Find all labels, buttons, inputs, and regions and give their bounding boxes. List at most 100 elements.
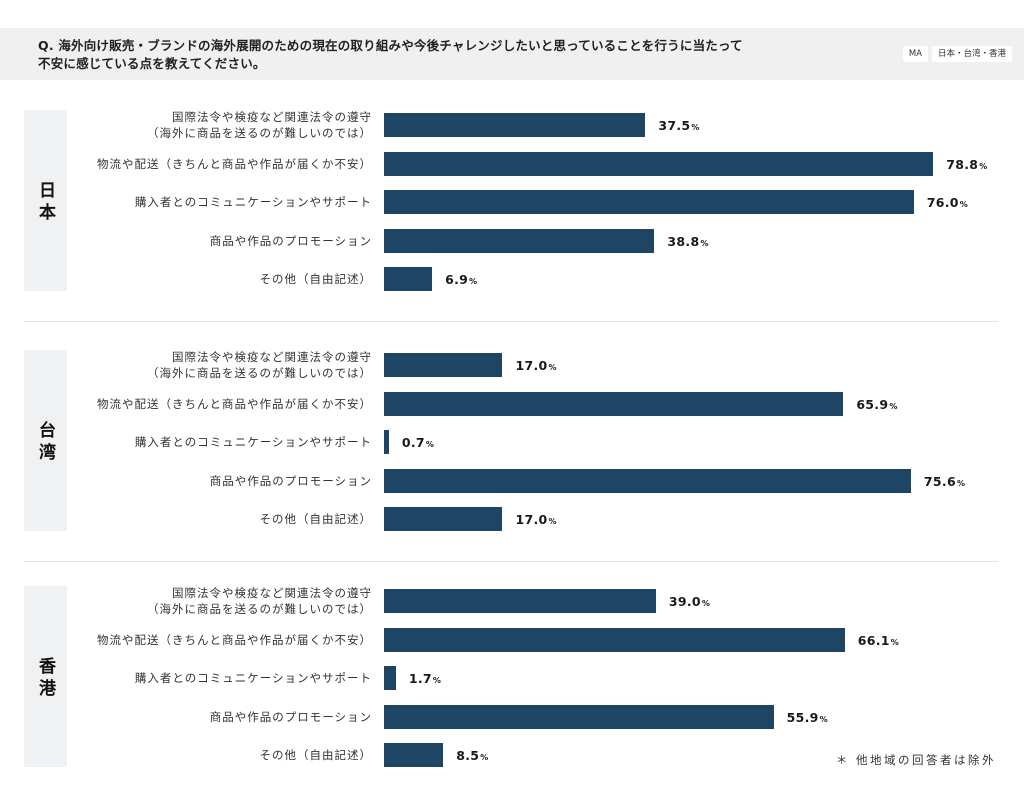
section-divider [24, 561, 998, 562]
data-label-value: 37.5 [658, 118, 691, 133]
footnote: ＊ 他地域の回答者は除外 [835, 753, 996, 767]
category-label-box: 商品や作品のプロモーション [74, 461, 372, 501]
data-label-value: 65.9 [856, 396, 889, 412]
category-label: 商品や作品のプロモーション [209, 233, 372, 248]
category-label-box: 国際法令や検疫など関連法令の遵守 （海外に商品を送るのが難しいのでは） [74, 105, 372, 145]
percent-sign: % [548, 363, 557, 372]
category-label: 物流や配送（きちんと商品や作品が届くか不安） [97, 156, 372, 171]
bar [384, 353, 503, 377]
category-label: 国際法令や検疫など関連法令の遵守 （海外に商品を送るのが難しいのでは） [147, 110, 372, 140]
data-label-value: 17.0 [515, 512, 548, 527]
bar [384, 507, 503, 531]
bar [384, 267, 433, 291]
regions-badge: 日本・台湾・香港 [931, 46, 1012, 62]
data-label: 55.9% [787, 707, 828, 727]
bar [384, 589, 656, 613]
bar [384, 113, 646, 137]
data-label-value: 0.7 [401, 435, 425, 450]
bar [384, 743, 444, 767]
category-label-box: 国際法令や検疫など関連法令の遵守 （海外に商品を送るのが難しいのでは） [74, 345, 372, 385]
percent-sign: % [890, 637, 899, 647]
data-label: 76.0% [927, 192, 968, 212]
data-label: 38.8% [667, 231, 708, 251]
percent-sign: % [819, 714, 828, 724]
percent-sign: % [959, 200, 968, 209]
category-label: 物流や配送（きちんと商品や作品が届くか不安） [97, 396, 372, 411]
category-label: 物流や配送（きちんと商品や作品が届くか不安） [97, 632, 372, 647]
data-label-value: 66.1 [857, 632, 890, 648]
category-label: その他（自由記述） [259, 272, 372, 286]
category-label: 購入者とのコミュニケーションやサポート [134, 195, 372, 209]
data-label-value: 76.0 [926, 195, 959, 210]
data-label: 6.9% [445, 269, 477, 289]
data-label: 17.0% [515, 509, 556, 529]
category-label-box: 国際法令や検疫など関連法令の遵守 （海外に商品を送るのが難しいのでは） [74, 581, 372, 621]
percent-sign: % [979, 161, 988, 171]
category-label-box: その他（自由記述） [74, 499, 372, 539]
data-label-value: 55.9 [786, 709, 819, 725]
data-label-value: 38.8 [667, 233, 700, 249]
bar [384, 430, 389, 454]
category-label: 購入者とのコミュニケーションやサポート [134, 671, 372, 685]
percent-sign: % [701, 599, 710, 608]
category-label-box: 商品や作品のプロモーション [74, 697, 372, 737]
category-label: 国際法令や検疫など関連法令の遵守 （海外に商品を送るのが難しいのでは） [147, 350, 372, 380]
category-label: その他（自由記述） [259, 512, 372, 526]
percent-sign: % [691, 123, 700, 132]
category-label-box: 購入者とのコミュニケーションやサポート [74, 658, 372, 698]
data-label: 0.7% [402, 432, 434, 452]
region-panel: 台湾 [24, 350, 67, 531]
category-label-box: 物流や配送（きちんと商品や作品が届くか不安） [74, 144, 372, 184]
percent-sign: % [956, 478, 965, 488]
data-label: 78.8% [946, 154, 987, 174]
data-label: 65.9% [856, 394, 897, 414]
data-label-value: 8.5 [456, 748, 480, 763]
answer-type-badge: MA [902, 46, 928, 62]
percent-sign: % [548, 517, 557, 526]
bar [384, 228, 655, 253]
question-line-2: 不安に感じている点を教えてください。 [38, 56, 266, 71]
data-label-value: 17.0 [515, 358, 548, 373]
question-text: Q. 海外向け販売・ブランドの海外展開のための現在の取り組みや今後チャレンジした… [38, 37, 743, 73]
data-label: 75.6% [924, 471, 965, 491]
chart-section: 日本 国際法令や検疫など関連法令の遵守 （海外に商品を送るのが難しいのでは） 37.… [0, 110, 1024, 291]
percent-sign: % [469, 277, 478, 286]
percent-sign: % [700, 238, 709, 248]
category-label-box: その他（自由記述） [74, 735, 372, 775]
bar [384, 704, 774, 729]
category-label-box: 購入者とのコミュニケーションやサポート [74, 422, 372, 462]
data-label-value: 78.8 [946, 156, 979, 172]
percent-sign: % [432, 676, 441, 685]
data-label-value: 39.0 [668, 594, 701, 609]
percent-sign: % [480, 753, 489, 762]
category-label-box: 購入者とのコミュニケーションやサポート [74, 182, 372, 222]
category-label-box: 商品や作品のプロモーション [74, 221, 372, 261]
question-line-1: Q. 海外向け販売・ブランドの海外展開のための現在の取り組みや今後チャレンジした… [38, 38, 743, 53]
bar [384, 627, 845, 652]
region-label: 日本 [35, 181, 55, 225]
bar [384, 391, 844, 416]
badge-group: MA 日本・台湾・香港 [902, 46, 1012, 62]
chart-section: 台湾 国際法令や検疫など関連法令の遵守 （海外に商品を送るのが難しいのでは） 17.… [0, 350, 1024, 531]
bar [384, 151, 934, 176]
category-label-box: 物流や配送（きちんと商品や作品が届くか不安） [74, 384, 372, 424]
category-label: 購入者とのコミュニケーションやサポート [134, 435, 372, 449]
data-label-value: 6.9 [445, 272, 469, 287]
bar [384, 666, 396, 690]
percent-sign: % [889, 401, 898, 411]
data-label: 66.1% [858, 630, 899, 650]
region-panel: 日本 [24, 110, 67, 291]
bar [384, 468, 911, 493]
bar [384, 190, 914, 214]
data-label: 1.7% [409, 668, 441, 688]
category-label: 商品や作品のプロモーション [209, 473, 372, 488]
data-label-value: 75.6 [923, 473, 956, 489]
region-label: 台湾 [35, 421, 55, 465]
section-divider [24, 321, 998, 322]
data-label-value: 1.7 [408, 671, 432, 686]
category-label: 商品や作品のプロモーション [209, 709, 372, 724]
category-label-box: 物流や配送（きちんと商品や作品が届くか不安） [74, 620, 372, 660]
category-label-box: その他（自由記述） [74, 259, 372, 299]
data-label: 37.5% [658, 115, 699, 135]
